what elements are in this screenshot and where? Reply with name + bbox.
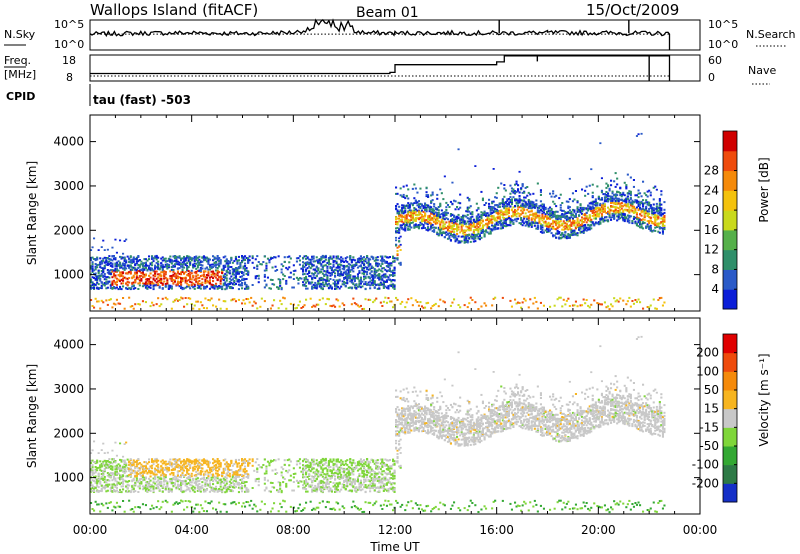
power-scatter-cells (90, 132, 666, 311)
power-x-ticks (89, 115, 701, 311)
colorbar-swatch (723, 269, 737, 290)
colorbar-tick-label: 20 (704, 203, 719, 217)
velocity-xlabel: Time UT (369, 540, 420, 554)
x-tick-label: 00:00 (683, 523, 718, 537)
nsky-series-line (89, 18, 671, 50)
colorbar-tick-label: 200 (696, 346, 719, 360)
nave-label: Nave (748, 64, 776, 77)
colorbar-tick-label: -200 (692, 476, 719, 490)
freq-strip: Freq. [MHz] 18 8 60 0 Nave (4, 54, 776, 85)
x-tick-label: 04:00 (174, 523, 209, 537)
colorbar-swatch (723, 249, 737, 270)
colorbar-tick-label: 16 (704, 223, 719, 237)
nsearch-label: N.Search (746, 28, 796, 41)
colorbar-tick-label: 28 (704, 164, 719, 178)
colorbar-swatch (723, 289, 737, 310)
colorbar-tick-label: 12 (704, 243, 719, 257)
nsky-left-tick-bottom: 10^0 (54, 38, 84, 51)
colorbar-tick-label: 4 (711, 282, 719, 296)
nsky-right-tick-top: 10^5 (708, 18, 738, 31)
velocity-scatter-cells (90, 335, 666, 514)
colorbar-swatch (723, 334, 737, 354)
colorbar-tick-label: 24 (704, 183, 719, 197)
y-tick-label: 4000 (53, 338, 84, 352)
colorbar-swatch (723, 427, 737, 447)
freq-label: Freq. (4, 54, 31, 67)
freq-left-tick-bottom: 8 (66, 71, 73, 84)
nave-tick-bottom: 0 (708, 71, 715, 84)
nsky-right-tick-bottom: 10^0 (708, 38, 738, 51)
nsky-spikes (498, 20, 630, 34)
power-ylabel: Slant Range [km] (25, 161, 39, 265)
freq-series-line (90, 55, 671, 81)
x-tick-label: 16:00 (479, 523, 514, 537)
velocity-colorbar: 200 100 50 15 -15 -50 -100 -200 (692, 333, 738, 503)
nsky-strip: N.Sky 10^5 10^0 10^5 10^0 N.Search (4, 18, 796, 51)
colorbar-tick-label: 15 (704, 402, 719, 416)
power-y-axis: 1000 2000 3000 4000 (53, 135, 700, 282)
x-tick-label: 00:00 (73, 523, 108, 537)
colorbar-tick-label: 8 (711, 262, 719, 276)
colorbar-swatch (723, 170, 737, 191)
colorbar-tick-label: 100 (696, 364, 719, 378)
colorbar-tick-label: -50 (699, 439, 719, 453)
colorbar-tick-label: -15 (699, 420, 719, 434)
x-tick-label: 20:00 (581, 523, 616, 537)
cpid-text: tau (fast) -503 (93, 93, 191, 107)
y-tick-label: 2000 (53, 426, 84, 440)
colorbar-swatch (723, 408, 737, 428)
colorbar-swatch (723, 210, 737, 231)
velocity-ylabel: Slant Range [km] (25, 364, 39, 468)
station-title: Wallops Island (fitACF) (90, 1, 258, 19)
power-panel: 1000 2000 3000 4000 Slant Range [km] 4 8 12 16… (25, 114, 771, 312)
colorbar-swatch (723, 190, 737, 211)
colorbar-swatch (723, 150, 737, 172)
nave-tick-top: 60 (708, 54, 722, 67)
x-tick-label: 12:00 (378, 523, 413, 537)
velocity-x-axis: 00:00 04:00 08:00 12:00 16:00 20:00 00:00 (73, 318, 718, 537)
power-colorbar: 4 8 12 16 20 24 28 (704, 130, 738, 310)
y-tick-label: 2000 (53, 223, 84, 237)
freq-unit: [MHz] (4, 68, 36, 81)
colorbar-swatch (723, 131, 737, 152)
nave-drops (536, 55, 650, 81)
y-tick-label: 3000 (53, 382, 84, 396)
velocity-y-axis: 1000 2000 3000 4000 (53, 338, 700, 485)
colorbar-tick-label: -100 (692, 458, 719, 472)
cpid-label: CPID (6, 90, 35, 103)
x-tick-label: 08:00 (276, 523, 311, 537)
nsky-label: N.Sky (4, 28, 36, 41)
colorbar-swatch (723, 352, 737, 372)
y-tick-label: 3000 (53, 179, 84, 193)
colorbar-swatch (723, 371, 737, 391)
beam-label: Beam 01 (356, 5, 419, 21)
y-tick-label: 1000 (53, 268, 84, 282)
colorbar-swatch (723, 483, 737, 503)
power-colorbar-label: Power [dB] (757, 157, 771, 222)
colorbar-swatch (723, 464, 737, 484)
colorbar-swatch (723, 229, 737, 251)
y-tick-label: 1000 (53, 471, 84, 485)
nsky-left-tick-top: 10^5 (54, 18, 84, 31)
y-tick-label: 4000 (53, 135, 84, 149)
freq-left-tick-top: 18 (62, 54, 76, 67)
colorbar-swatch (723, 446, 737, 466)
colorbar-tick-label: 50 (704, 383, 719, 397)
velocity-panel: 1000 2000 3000 4000 00:00 04:00 08:00 12:00 16:… (25, 317, 771, 554)
date-label: 15/Oct/2009 (586, 1, 679, 19)
velocity-colorbar-label: Velocity [m s⁻¹] (757, 353, 771, 446)
colorbar-swatch (723, 390, 737, 410)
cpid-strip: CPID tau (fast) -503 (6, 84, 191, 107)
